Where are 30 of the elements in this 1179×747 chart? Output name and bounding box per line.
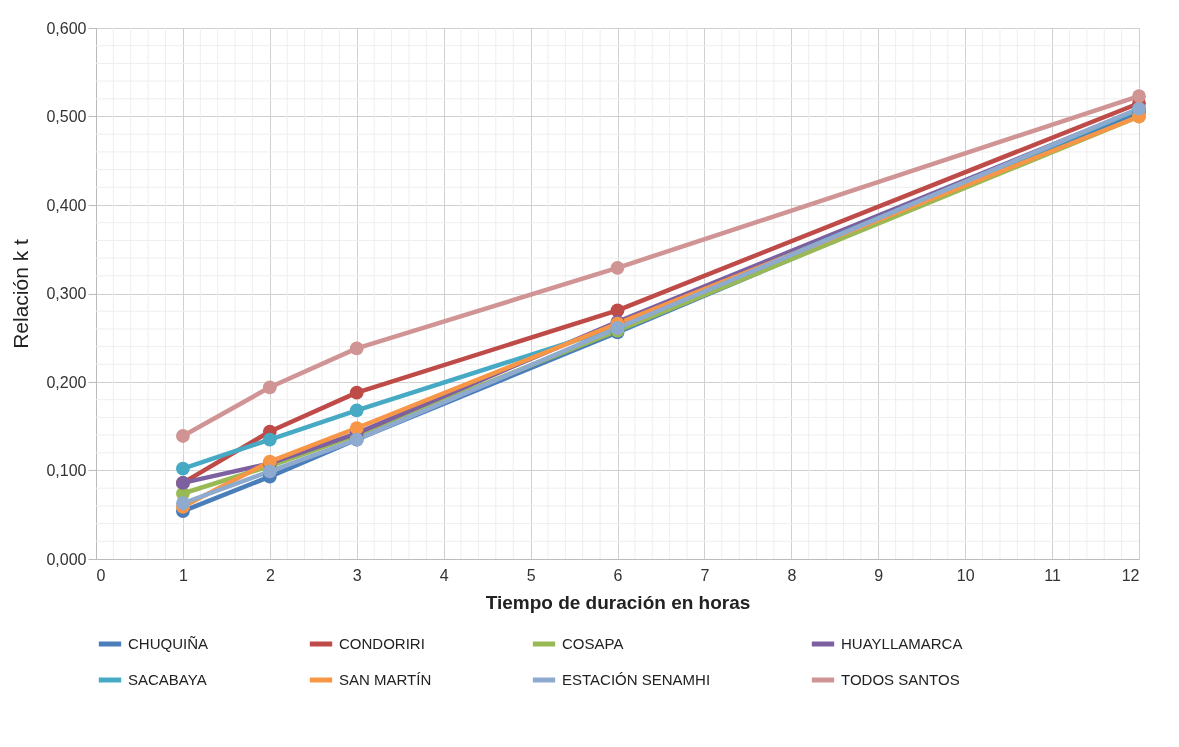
y-tick-label: 0,100 [46, 462, 87, 479]
x-tick-label: 4 [439, 566, 449, 584]
legend-label: SACABAYA [128, 671, 207, 688]
x-tick-label: 2 [265, 566, 275, 584]
x-tick-label: 9 [874, 566, 884, 584]
y-axis-title: Relación k t [9, 238, 33, 349]
x-tick-label: 8 [787, 566, 797, 584]
legend-label: CHUQUIÑA [128, 635, 209, 652]
x-tick-label: 5 [526, 566, 536, 584]
x-tick-label: 11 [1044, 566, 1061, 584]
y-tick-label: 0,200 [46, 373, 87, 391]
x-tick-label: 12 [1121, 566, 1140, 584]
legend-label: ESTACIÓN SENAMHI [562, 671, 711, 688]
y-tick-label: 0,500 [46, 108, 87, 125]
x-tick-label: 3 [352, 566, 362, 584]
legend-label: COSAPA [562, 635, 624, 652]
x-axis-title: Tiempo de duración en horas [485, 591, 751, 613]
x-tick-label: 1 [178, 566, 188, 584]
x-tick-label: 7 [700, 566, 710, 584]
y-tick-label: 0,000 [46, 550, 87, 568]
legend-label: SAN MARTÍN [339, 671, 432, 688]
x-tick-label: 0 [96, 566, 106, 584]
y-tick-label: 0,600 [46, 19, 87, 37]
legend-label: HUAYLLAMARCA [841, 635, 963, 652]
legend-label: CONDORIRI [339, 635, 425, 652]
x-tick-label: 6 [613, 566, 623, 584]
x-tick-label: 10 [956, 566, 975, 584]
y-tick-label: 0,300 [46, 285, 87, 302]
y-tick-label: 0,400 [46, 196, 87, 214]
legend-label: TODOS SANTOS [841, 671, 960, 688]
